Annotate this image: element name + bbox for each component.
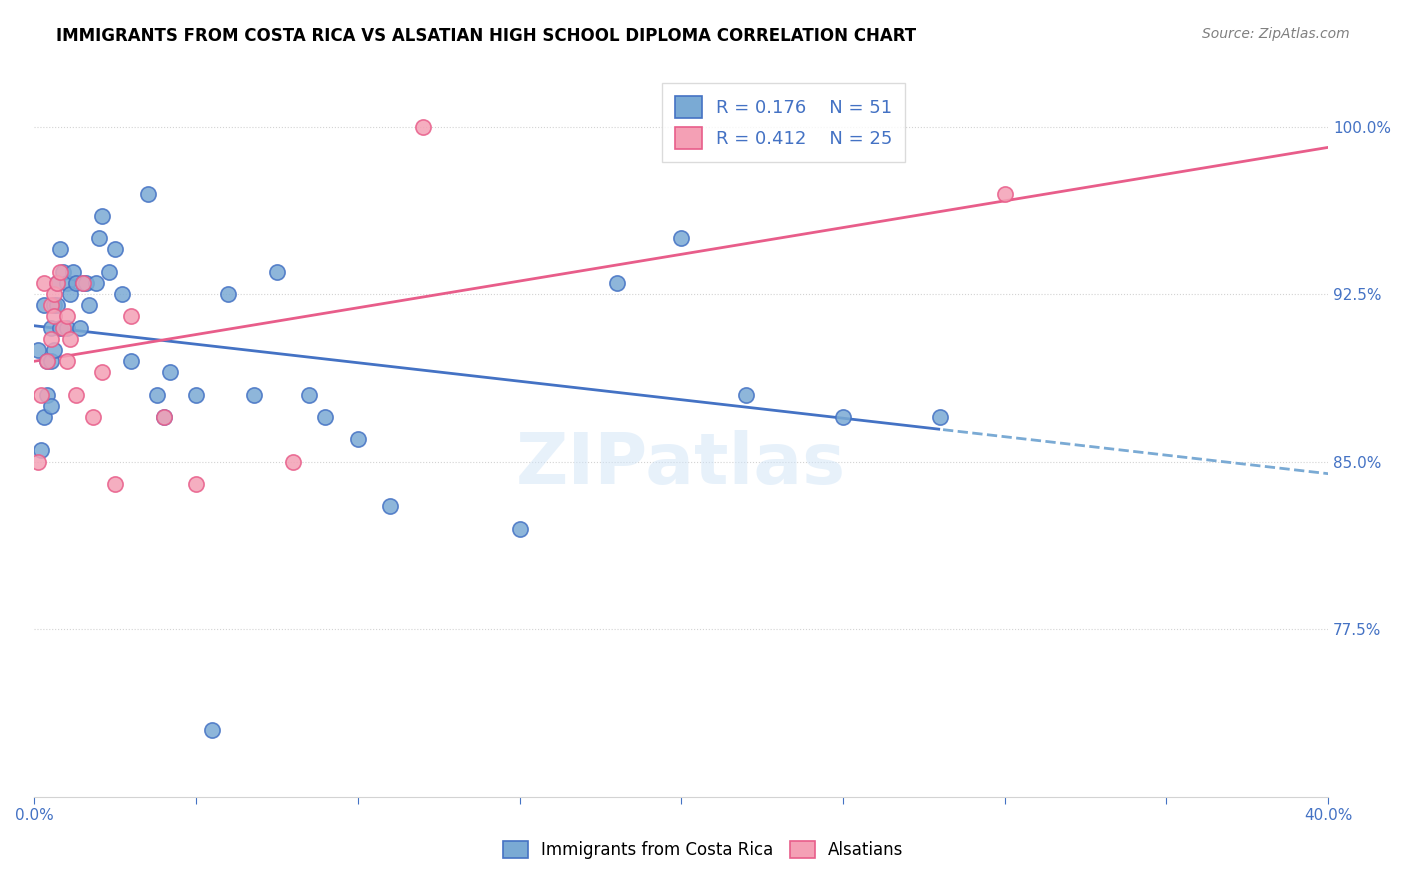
Point [37, 354, 59, 368]
Text: Source: ZipAtlas.com: Source: ZipAtlas.com [1202, 27, 1350, 41]
Point [201, 723, 224, 737]
Point [55, 276, 77, 290]
Point [32, 276, 55, 290]
Point [37, 354, 59, 368]
Point [735, 387, 758, 401]
Point [49, 320, 72, 334]
Point [152, 409, 174, 424]
Point [832, 409, 855, 424]
Point [994, 186, 1017, 201]
Point [62, 265, 84, 279]
Text: IMMIGRANTS FROM COSTA RICA VS ALSATIAN HIGH SCHOOL DIPLOMA CORRELATION CHART: IMMIGRANTS FROM COSTA RICA VS ALSATIAN H… [56, 27, 917, 45]
Point [281, 455, 304, 469]
Point [30, 443, 52, 458]
Point [84, 276, 107, 290]
Point [606, 276, 628, 290]
Point [412, 120, 434, 134]
Point [65, 387, 87, 401]
Point [243, 387, 266, 401]
Point [49, 243, 72, 257]
Point [671, 231, 693, 245]
Point [314, 409, 336, 424]
Point [39, 354, 62, 368]
Point [46, 276, 69, 290]
Point [55, 320, 77, 334]
Point [72, 276, 94, 290]
Point [37, 387, 59, 401]
Point [32, 298, 55, 312]
Point [152, 409, 174, 424]
Point [27, 455, 49, 469]
Point [49, 265, 72, 279]
Point [146, 387, 169, 401]
Point [75, 276, 97, 290]
Point [27, 343, 49, 357]
Point [39, 298, 62, 312]
Point [87, 231, 110, 245]
Point [104, 477, 127, 491]
Point [217, 287, 239, 301]
Point [120, 310, 142, 324]
Point [55, 354, 77, 368]
Point [52, 265, 75, 279]
Point [32, 409, 55, 424]
Point [30, 387, 52, 401]
Point [159, 365, 181, 379]
Point [52, 320, 75, 334]
Point [120, 354, 142, 368]
Legend: R = 0.176    N = 51, R = 0.412    N = 25: R = 0.176 N = 51, R = 0.412 N = 25 [662, 83, 905, 161]
Point [91, 209, 114, 223]
Point [46, 276, 69, 290]
Point [42, 310, 65, 324]
Point [346, 432, 368, 446]
Point [378, 500, 401, 514]
Point [82, 409, 104, 424]
Point [39, 399, 62, 413]
Point [266, 265, 288, 279]
Point [42, 343, 65, 357]
Point [298, 387, 321, 401]
Point [46, 298, 69, 312]
Legend: Immigrants from Costa Rica, Alsatians: Immigrants from Costa Rica, Alsatians [496, 834, 910, 866]
Point [79, 298, 101, 312]
Point [184, 477, 207, 491]
Point [69, 320, 91, 334]
Point [39, 320, 62, 334]
Point [184, 387, 207, 401]
Point [42, 298, 65, 312]
Point [42, 287, 65, 301]
Point [929, 409, 952, 424]
Point [91, 365, 114, 379]
Point [55, 310, 77, 324]
Point [39, 332, 62, 346]
Point [509, 522, 531, 536]
Text: ZIPatlas: ZIPatlas [516, 431, 846, 500]
Point [72, 276, 94, 290]
Point [65, 276, 87, 290]
Point [136, 186, 159, 201]
Point [59, 287, 82, 301]
Point [104, 243, 127, 257]
Point [111, 287, 134, 301]
Point [59, 332, 82, 346]
Point [97, 265, 120, 279]
